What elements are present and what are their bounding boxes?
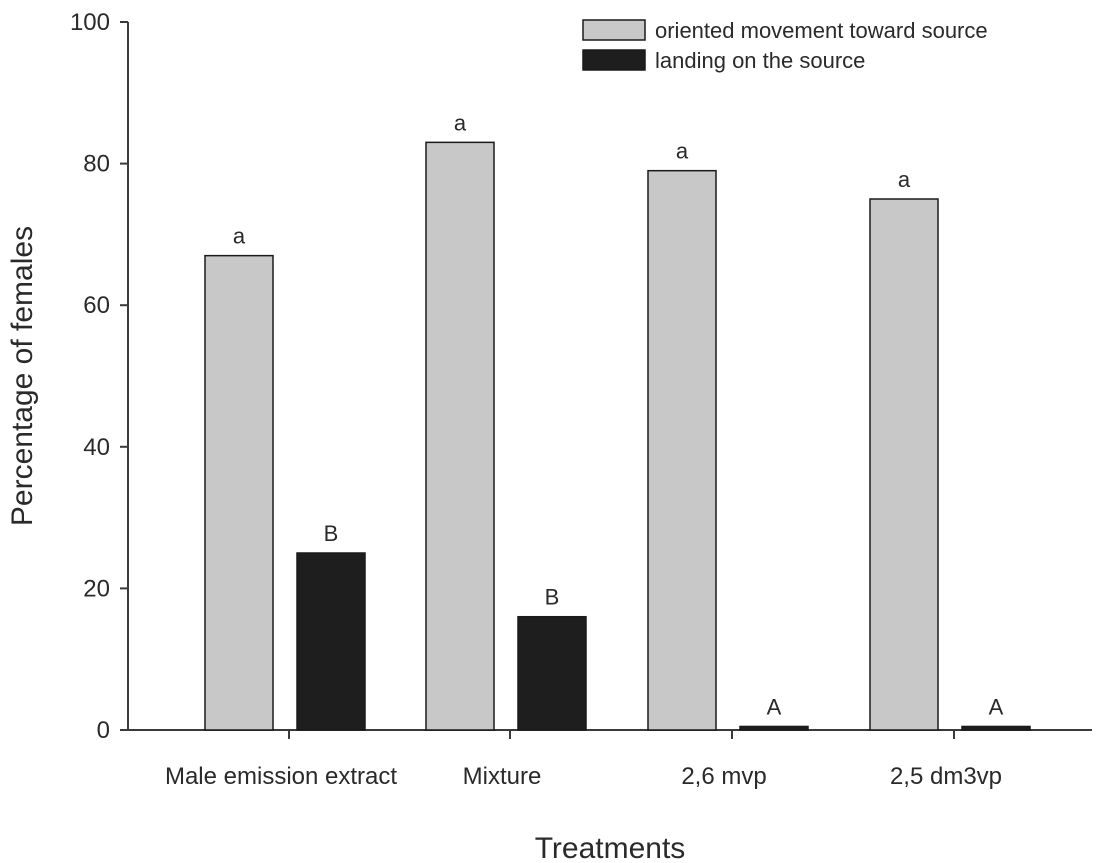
bar-oriented-1 [425,141,495,731]
y-tick-label: 20 [83,575,110,602]
bar-landing-1 [517,615,587,731]
legend-swatch [582,19,646,41]
x-ticks: Male emission extract Mixture 2,6 mvp 2,5 d… [165,730,1002,790]
significance-label: B [324,521,339,546]
y-tick-label: 40 [83,434,110,461]
significance-label: A [989,694,1004,719]
y-tick-label: 80 [83,151,110,178]
legend-label: landing on the source [655,48,865,73]
bar-oriented-3 [869,198,939,731]
y-tick-label: 60 [83,292,110,319]
significance-label: a [898,167,911,192]
y-axis-title: Percentage of females [6,226,39,526]
x-tick-label: Male emission extract [165,763,397,790]
legend-swatch [582,49,646,71]
x-axis-title: Treatments [535,832,686,863]
significance-label: a [233,224,246,249]
y-ticks: 0 20 40 60 80 100 [70,9,128,744]
significance-label: A [767,694,782,719]
significance-labels: a a a a B B A A [233,110,1004,719]
bar-landing-3 [961,725,1031,731]
bar-oriented-2 [647,169,717,731]
bars [204,141,1031,731]
bar-landing-0 [296,552,366,731]
y-tick-label: 100 [70,9,110,36]
significance-label: a [454,110,467,135]
x-tick-label: Mixture [463,763,542,790]
bar-landing-2 [739,725,809,731]
significance-label: B [545,585,560,610]
y-tick-label: 0 [97,717,110,744]
legend-label: oriented movement toward source [655,18,988,43]
legend: oriented movement toward source landing o… [582,18,988,73]
x-tick-label: 2,6 mvp [681,763,766,790]
bar-oriented-0 [204,254,274,731]
x-tick-label: 2,5 dm3vp [890,763,1002,790]
significance-label: a [676,139,689,164]
